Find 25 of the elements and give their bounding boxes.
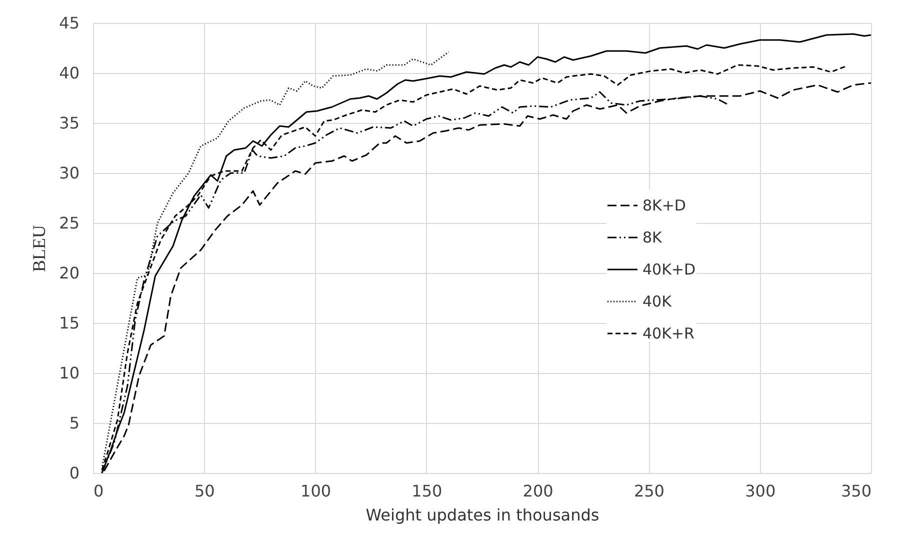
legend-label: 8K	[642, 228, 664, 246]
y-tick-label: 20	[59, 264, 80, 282]
x-axis-title: Weight updates in thousands	[366, 506, 600, 524]
x-tick-label: 350	[840, 482, 872, 500]
y-tick-label: 45	[59, 14, 80, 32]
x-tick-label: 100	[300, 482, 332, 500]
x-tick-label: 0	[94, 482, 104, 500]
legend-label: 40K+D	[642, 260, 696, 278]
x-tick-label: 150	[412, 482, 442, 500]
y-tick-label: 10	[59, 364, 80, 382]
x-tick-label: 300	[745, 482, 776, 500]
y-tick-label: 40	[59, 64, 80, 82]
y-tick-label: 35	[59, 114, 80, 132]
y-tick-label: 25	[59, 214, 80, 232]
legend-label: 8K+D	[642, 196, 686, 214]
legend-label: 40K	[642, 292, 673, 310]
x-tick-label: 200	[522, 482, 554, 500]
y-tick-label: 30	[59, 164, 80, 182]
x-tick-label: 250	[634, 482, 664, 500]
y-axis-title: BLEU	[29, 225, 50, 272]
y-tick-label: 5	[69, 414, 80, 432]
legend-label: 40K+R	[642, 324, 694, 342]
y-tick-label: 15	[59, 314, 80, 332]
y-tick-label: 0	[69, 464, 80, 482]
x-tick-label: 50	[194, 482, 215, 500]
